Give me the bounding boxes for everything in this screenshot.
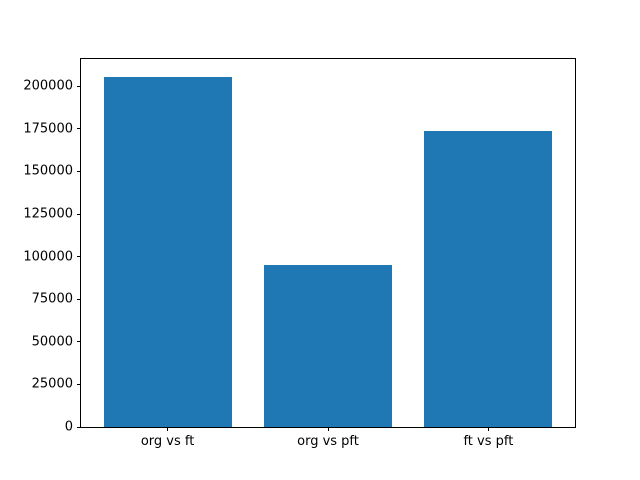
y-axis-tick-mark [77, 85, 81, 87]
bar-org-vs-ft [103, 76, 232, 427]
x-axis-tick-mark [167, 427, 169, 431]
x-axis-tick-label: org vs ft [140, 434, 195, 449]
x-axis-tick-label: ft vs pft [463, 434, 514, 449]
y-axis-tick-mark [77, 256, 81, 258]
y-axis-tick-label: 0 [64, 419, 73, 435]
y-axis-tick-mark [77, 128, 81, 130]
y-axis-tick-mark [77, 341, 81, 343]
y-axis-tick-label: 50000 [31, 334, 73, 350]
y-axis-tick-label: 175000 [23, 121, 73, 137]
x-axis-tick-label: org vs pft [297, 434, 359, 449]
y-axis-tick-mark [77, 383, 81, 385]
y-axis-tick-label: 25000 [31, 376, 73, 392]
x-axis-tick-mark [487, 427, 489, 431]
y-axis-tick-label: 75000 [31, 291, 73, 307]
axes-plot-area: 0 25000 50000 75000 100000 125000 150000 175000… [23, 58, 576, 448]
y-axis-tick-mark [77, 170, 81, 172]
y-axis-tick-mark [77, 213, 81, 215]
y-axis-tick-mark [77, 426, 81, 428]
y-axis-tick-label: 125000 [23, 206, 73, 222]
y-axis-tick-label: 200000 [23, 78, 73, 94]
bar-org-vs-pft [263, 264, 393, 427]
y-axis-tick-label: 100000 [23, 249, 73, 265]
bar-ft-vs-pft [424, 130, 553, 427]
y-axis-tick-mark [77, 298, 81, 300]
y-axis-tick-label: 150000 [23, 163, 73, 179]
x-axis-tick-mark [327, 427, 329, 431]
